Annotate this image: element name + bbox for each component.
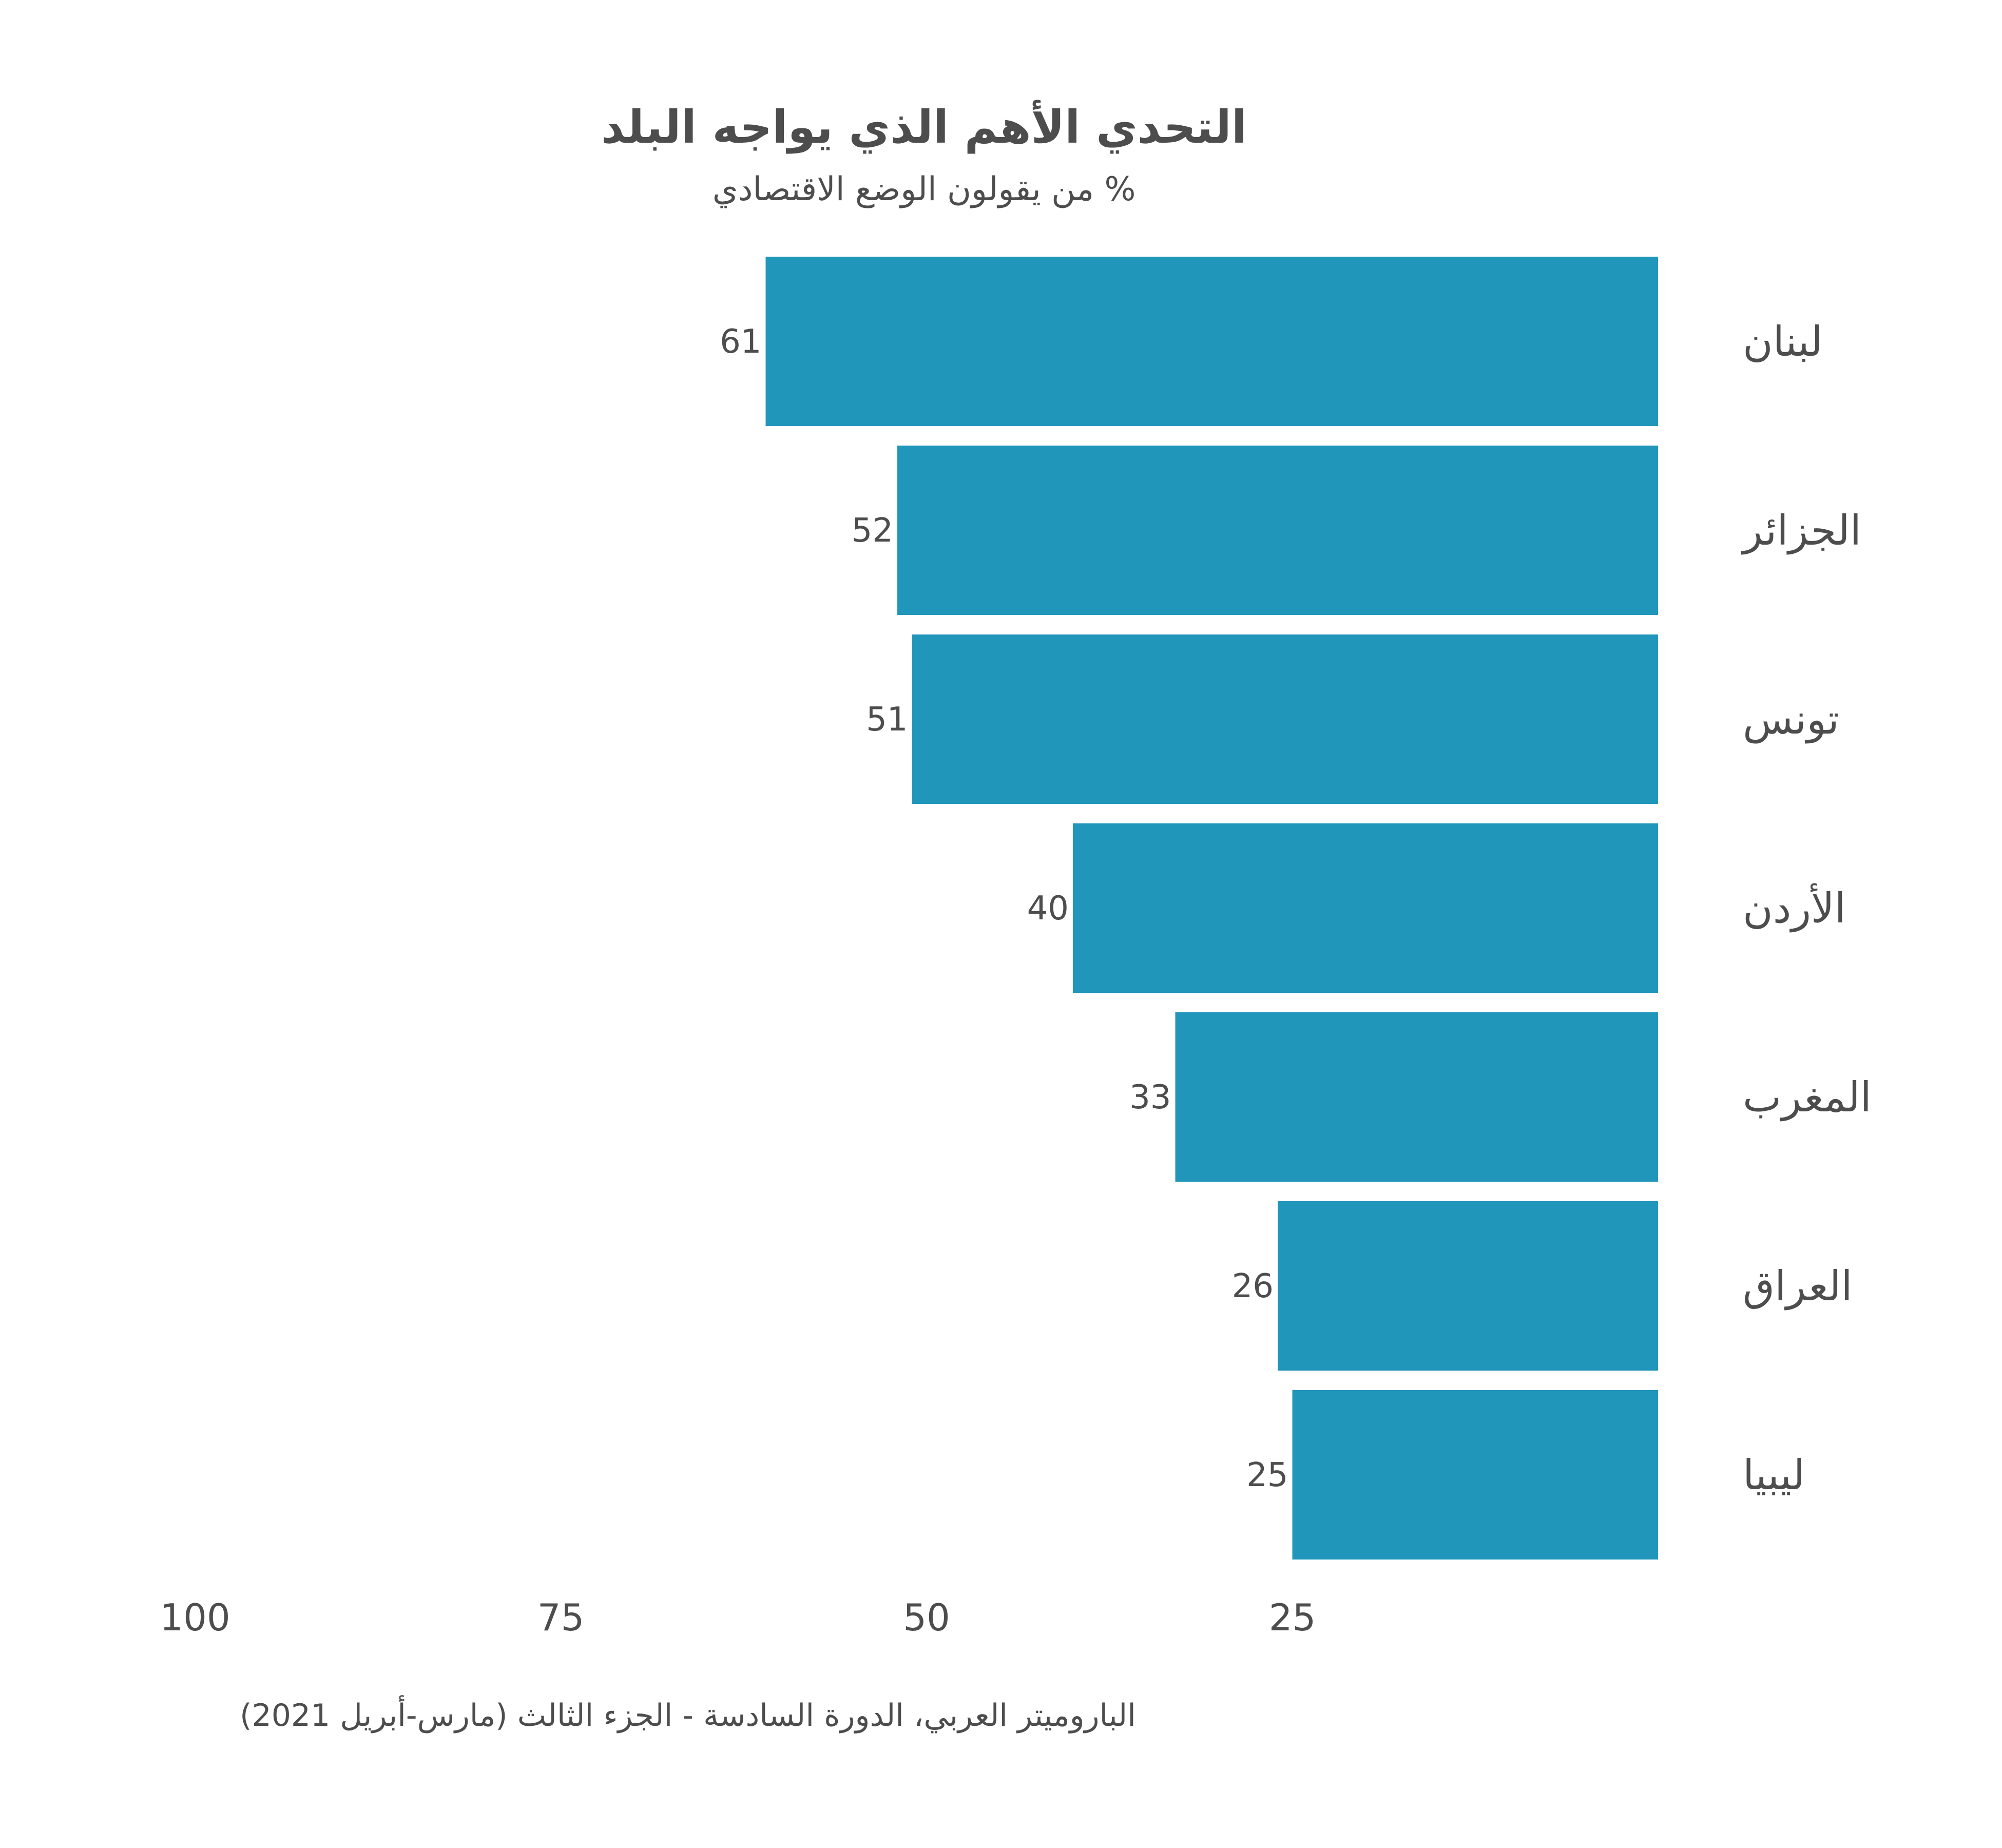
chart-subtitle: % من يقولون الوضع الاقتصادي [713,170,1136,208]
bar-value-label: 33 [1129,1079,1171,1116]
bar-value-label: 61 [720,323,761,361]
bar [1292,1390,1658,1560]
bar [1175,1012,1658,1182]
category-label: تونس [1743,696,1839,744]
x-tick-label: 75 [537,1596,585,1639]
category-label: الأردن [1743,883,1846,933]
x-tick-label: 25 [1269,1596,1316,1639]
bar [1278,1201,1658,1371]
category-label: لبنان [1743,318,1823,365]
bars-group [765,257,1658,1560]
bar [912,634,1658,804]
bar [897,446,1658,615]
category-label: المغرب [1743,1073,1872,1122]
chart-caption: الباروميتر العربي، الدورة السادسة - الجز… [240,1695,1136,1734]
x-axis-ticks: 100 75 50 25 [160,1596,1316,1639]
chart-title: التحدي الأهم الذي يواجه البلد [601,100,1247,154]
bar [1073,823,1658,993]
bar-value-label: 51 [866,701,908,739]
x-tick-label: 100 [160,1596,230,1639]
bar-value-label: 40 [1027,890,1069,928]
bar-value-label: 26 [1232,1267,1274,1305]
category-label: الجزائر [1741,507,1861,555]
category-label: ليبيا [1743,1451,1805,1499]
category-label: العراق [1743,1262,1853,1311]
bar [765,257,1658,426]
category-labels-group: لبنان الجزائر تونس الأردن المغرب العراق ليبيا [1741,318,1872,1499]
bar-value-label: 25 [1246,1456,1288,1494]
bar-value-label: 52 [852,512,893,550]
x-tick-label: 50 [903,1596,950,1639]
value-labels-group: 61 52 51 40 33 26 25 [720,323,1288,1494]
